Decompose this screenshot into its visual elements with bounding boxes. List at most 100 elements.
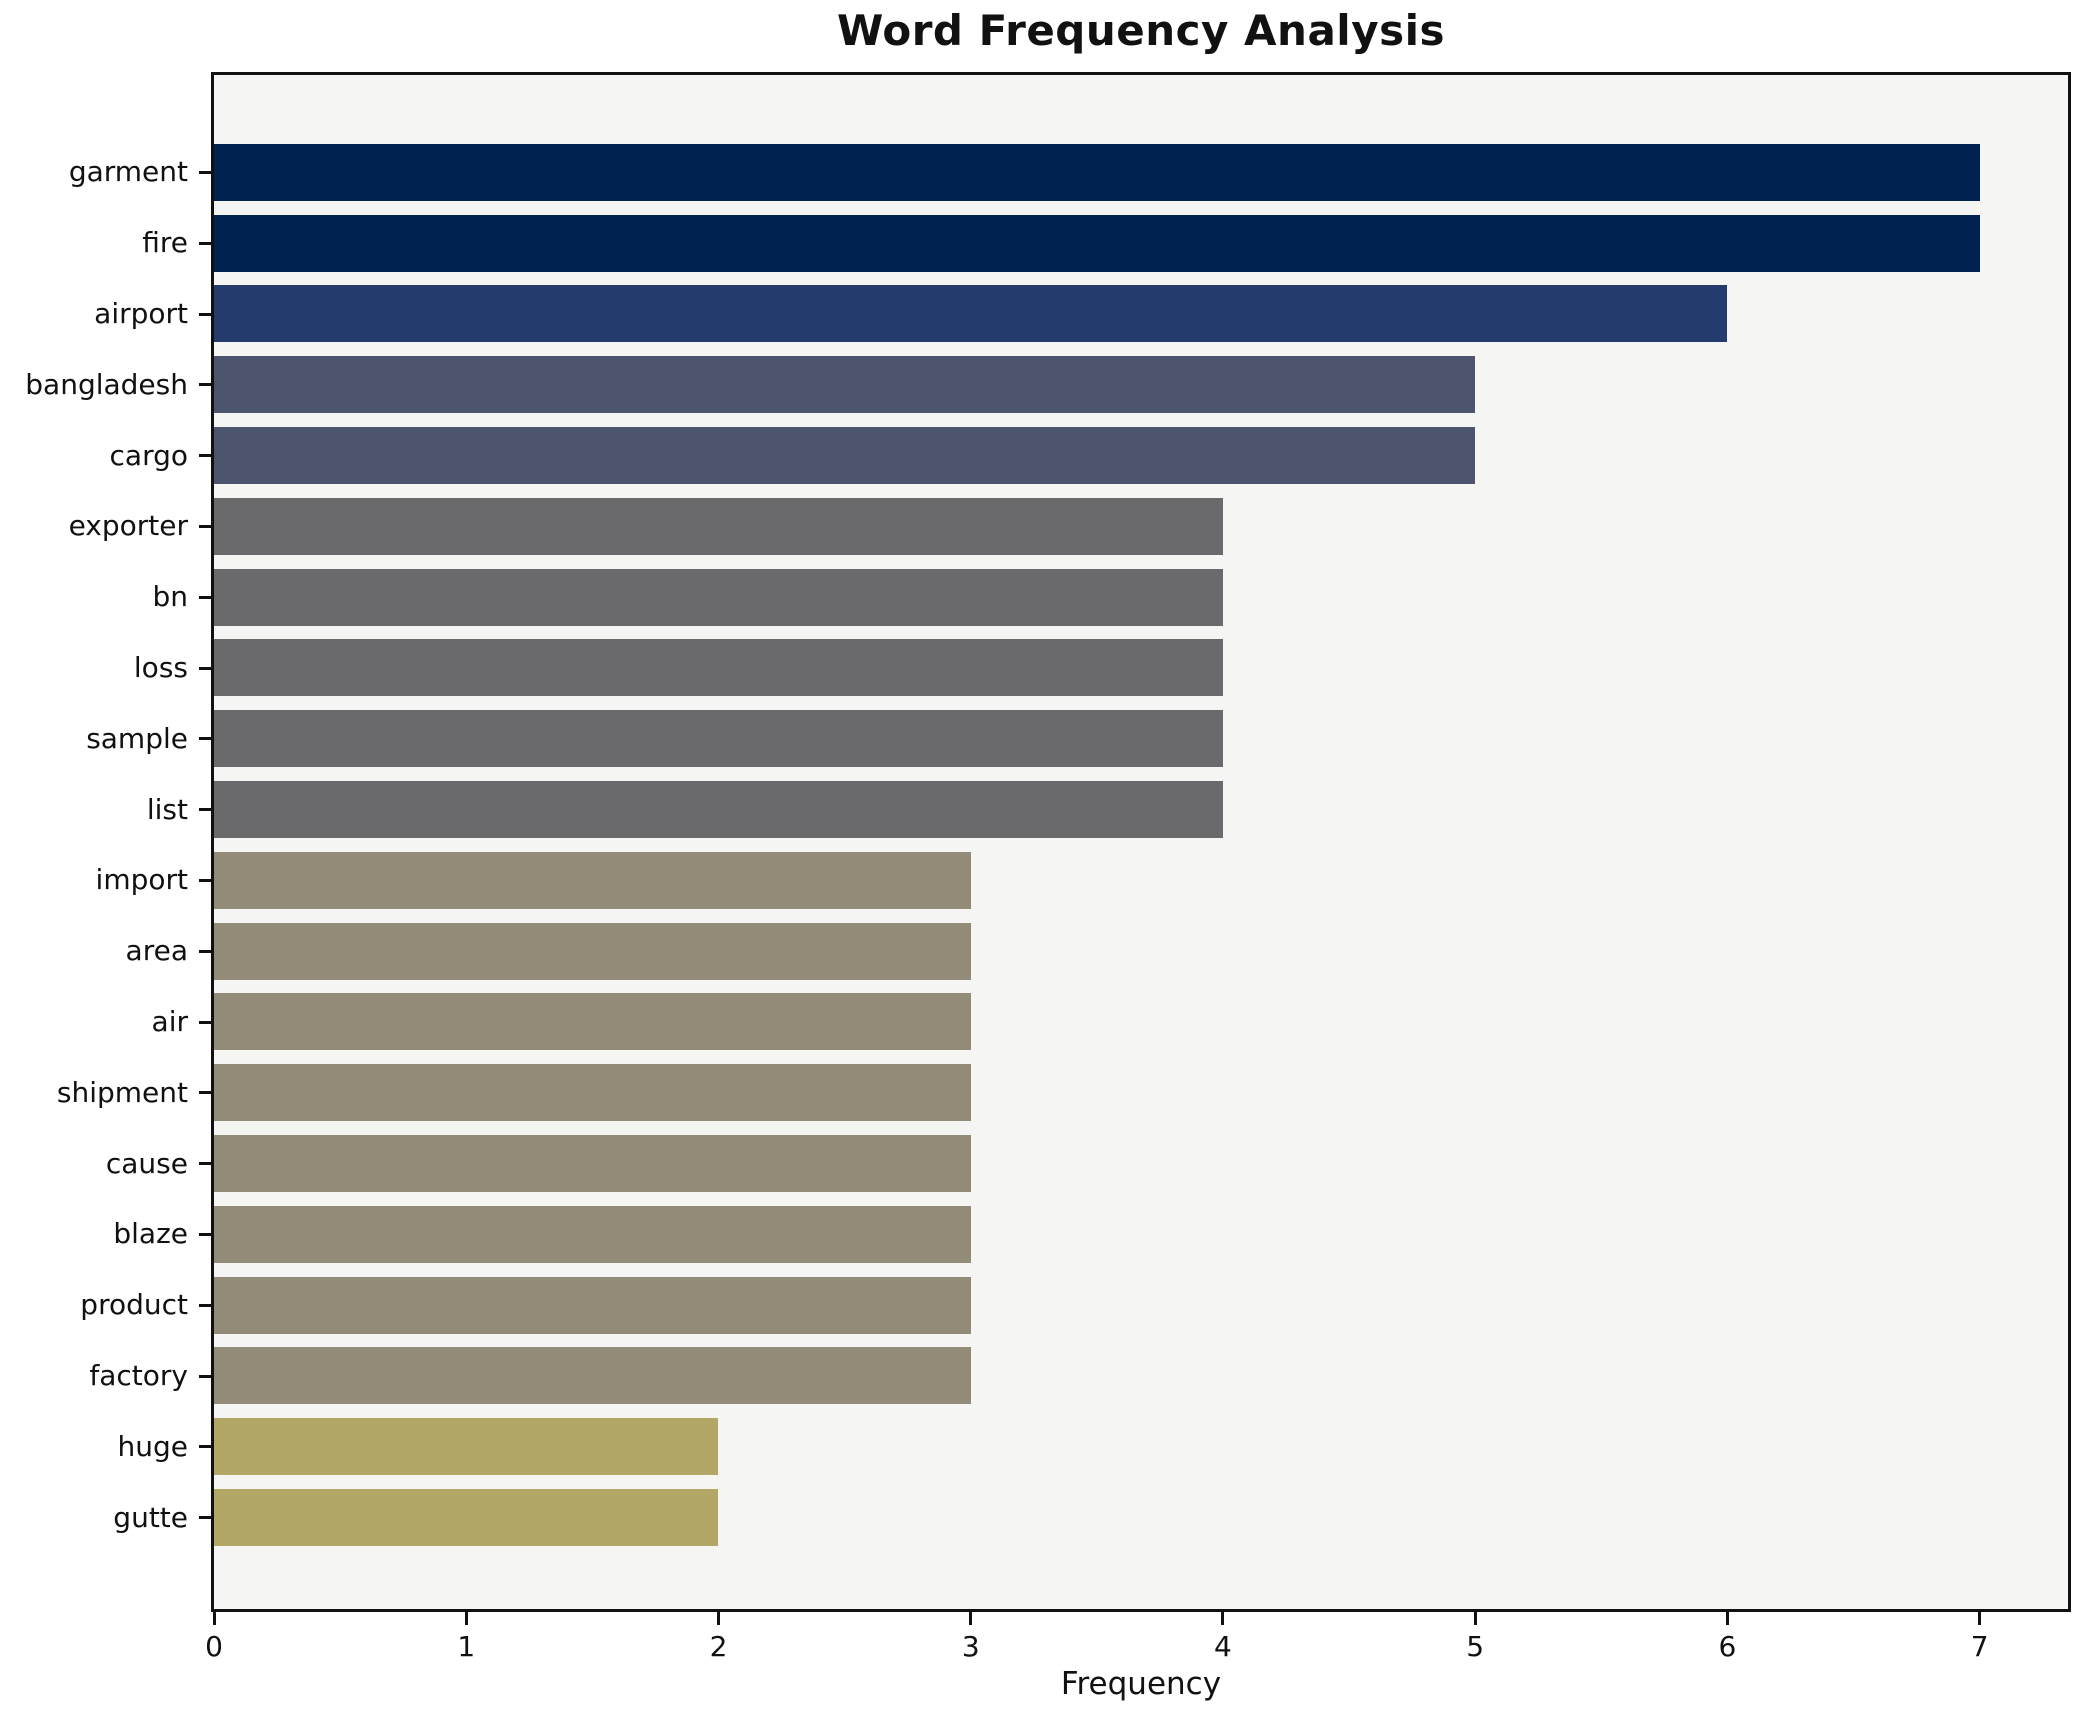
bar-row (214, 1482, 2068, 1553)
x-tick-label-1: 1 (457, 1630, 476, 1663)
bar-bangladesh (214, 356, 1476, 414)
y-tick-label-import: import (95, 863, 188, 897)
y-tick-mark (199, 666, 211, 670)
x-tick-label-0: 0 (205, 1630, 223, 1663)
bar-air (214, 993, 971, 1051)
bar-row (214, 1341, 2068, 1412)
y-tick-mark (199, 383, 211, 387)
plot-area (211, 72, 2071, 1612)
y-tick-label-factory: factory (89, 1359, 188, 1392)
y-tick-mark (199, 454, 211, 458)
y-tick-mark (199, 241, 211, 245)
bar-exporter (214, 497, 1223, 555)
y-tick-label-product: product (80, 1288, 188, 1322)
y-tick-mark (199, 1374, 211, 1378)
bar-row (214, 562, 2068, 633)
x-tick-label-5: 5 (1466, 1630, 1485, 1663)
y-tick-mark (199, 524, 211, 528)
bar-airport (214, 285, 1728, 343)
bar-row (214, 916, 2068, 987)
bar-row (214, 1411, 2068, 1482)
x-tick-mark (212, 1612, 216, 1625)
y-tick-label-exporter: exporter (68, 509, 188, 543)
bar-cargo (214, 427, 1476, 485)
bar-row (214, 420, 2068, 491)
bar-fire (214, 214, 1980, 272)
x-tick-mark (464, 1612, 468, 1625)
y-tick-mark (199, 878, 211, 882)
y-tick-mark (199, 808, 211, 812)
bar-import (214, 851, 971, 909)
bar-row (214, 1270, 2068, 1341)
bar-row (214, 137, 2068, 208)
x-tick-label-2: 2 (709, 1630, 728, 1663)
x-tick-mark (716, 1612, 720, 1625)
bar-product (214, 1276, 971, 1334)
y-tick-mark (199, 1516, 211, 1520)
bar-row (214, 208, 2068, 279)
y-tick-label-airport: airport (94, 297, 188, 330)
bar-row (214, 703, 2068, 774)
y-tick-label-garment: garment (68, 155, 188, 189)
bar-cause (214, 1135, 971, 1193)
bars-container (214, 75, 2068, 1609)
bar-row (214, 1128, 2068, 1199)
y-tick-mark (199, 1303, 211, 1307)
y-tick-label-gutte: gutte (113, 1500, 188, 1534)
bar-list (214, 781, 1223, 839)
y-tick-label-cargo: cargo (109, 438, 188, 472)
bar-row (214, 845, 2068, 916)
y-tick-mark (199, 1162, 211, 1166)
y-tick-mark (199, 595, 211, 599)
y-tick-mark (199, 312, 211, 316)
bar-bn (214, 568, 1223, 626)
bar-row (214, 1199, 2068, 1270)
y-tick-label-cause: cause (105, 1146, 188, 1180)
y-tick-mark (199, 1445, 211, 1449)
bar-row (214, 987, 2068, 1058)
y-tick-label-loss: loss (133, 651, 188, 684)
bar-row (214, 774, 2068, 845)
x-tick-label-7: 7 (1970, 1630, 1989, 1663)
x-tick-label-6: 6 (1718, 1630, 1737, 1663)
y-tick-label-air: air (151, 1005, 188, 1038)
y-tick-mark (199, 1091, 211, 1095)
bar-huge (214, 1418, 719, 1476)
y-tick-mark (199, 1020, 211, 1024)
y-tick-label-sample: sample (86, 721, 188, 755)
y-tick-label-huge: huge (117, 1429, 189, 1463)
y-tick-label-bn: bn (152, 580, 188, 614)
x-tick-mark (1473, 1612, 1477, 1625)
bar-row (214, 279, 2068, 350)
bar-shipment (214, 1064, 971, 1122)
bar-row (214, 491, 2068, 562)
bar-sample (214, 710, 1223, 768)
x-tick-mark (969, 1612, 973, 1625)
y-tick-label-area: area (125, 934, 188, 968)
x-tick-mark (1221, 1612, 1225, 1625)
y-tick-label-list: list (146, 792, 188, 826)
x-axis-title: Frequency (1060, 1666, 1222, 1702)
y-tick-mark (199, 1232, 211, 1236)
y-tick-mark (199, 737, 211, 741)
x-tick-label-3: 3 (961, 1630, 980, 1663)
x-tick-label-4: 4 (1214, 1630, 1232, 1663)
bar-loss (214, 639, 1223, 697)
chart-title: Word Frequency Analysis (837, 6, 1445, 55)
x-tick-mark (1725, 1612, 1729, 1625)
bar-row (214, 349, 2068, 420)
y-tick-mark (199, 949, 211, 953)
bar-garment (214, 143, 1980, 201)
y-tick-label-shipment: shipment (56, 1075, 188, 1109)
y-tick-label-blaze: blaze (113, 1217, 188, 1251)
bar-blaze (214, 1205, 971, 1263)
y-tick-label-fire: fire (142, 226, 188, 260)
x-tick-mark (1978, 1612, 1982, 1625)
bar-area (214, 922, 971, 980)
y-tick-label-bangladesh: bangladesh (25, 367, 188, 401)
bar-row (214, 633, 2068, 704)
bar-gutte (214, 1489, 719, 1547)
bar-factory (214, 1347, 971, 1405)
bar-row (214, 1057, 2068, 1128)
